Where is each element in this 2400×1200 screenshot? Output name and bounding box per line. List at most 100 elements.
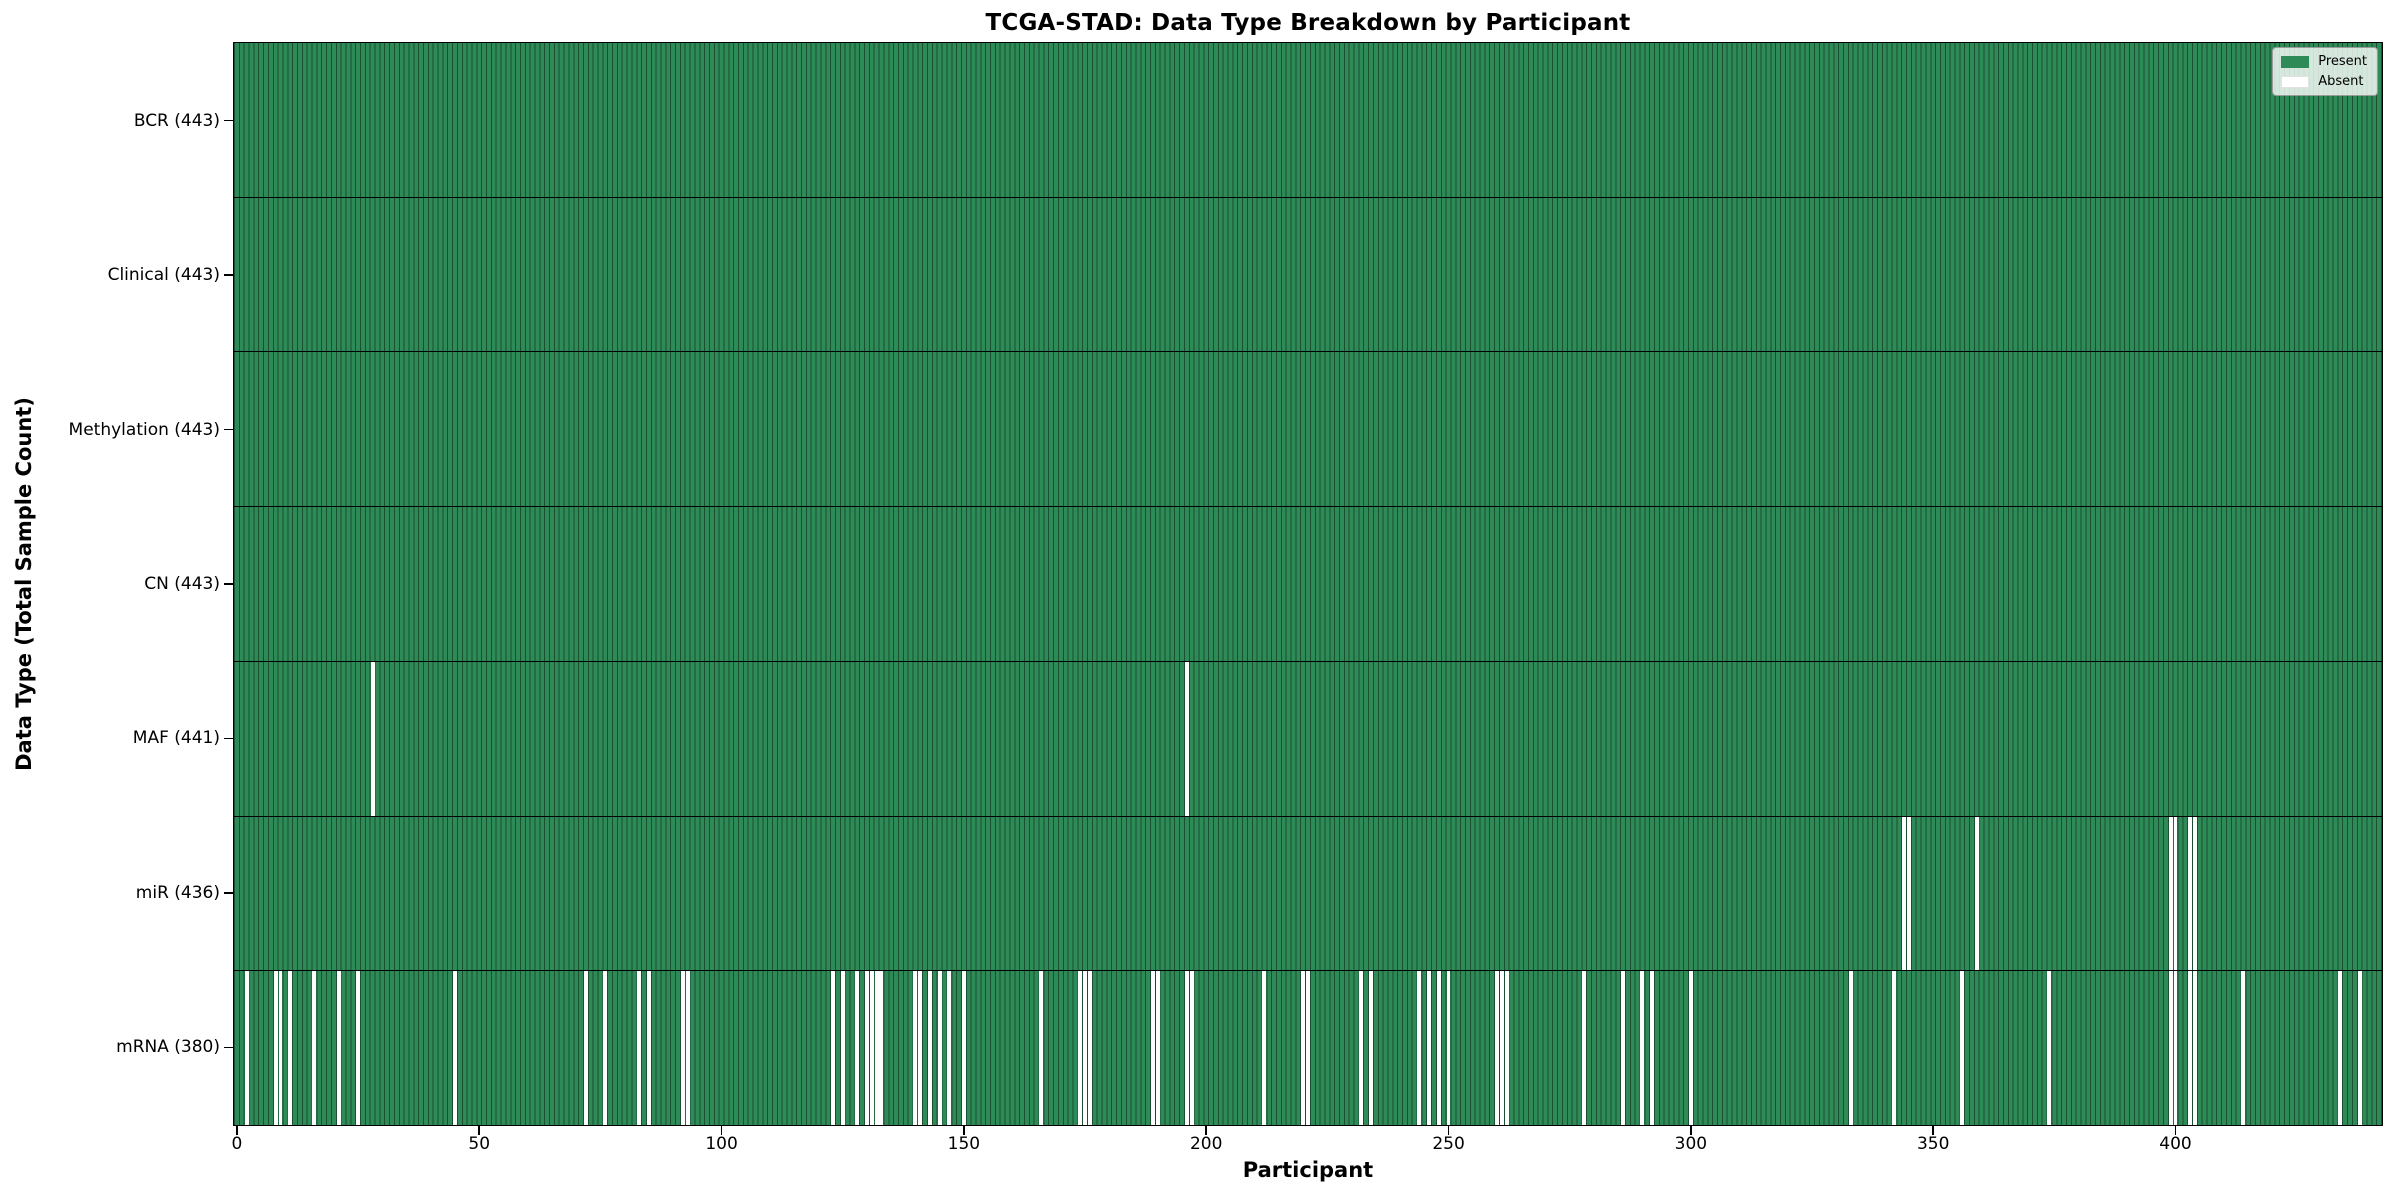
absent-gap-mrna-246: [1427, 971, 1432, 1126]
y-tick-label-bcr: BCR (443): [133, 110, 220, 131]
absent-gap-mrna-414: [2241, 971, 2246, 1126]
absent-gap-mir-404: [2192, 816, 2197, 971]
legend-item-present: Present: [2281, 54, 2367, 69]
y-tick-mark-mrna: [224, 1046, 233, 1049]
x-tick-mark-350: [1932, 1126, 1934, 1135]
absent-gap-mrna-220: [1301, 971, 1306, 1126]
y-tick-mark-cn: [224, 583, 233, 585]
absent-gap-mrna-131: [869, 971, 874, 1126]
absent-gap-maf-28: [370, 661, 375, 816]
absent-gap-mrna-8: [273, 971, 278, 1126]
y-tick-mark-clinical: [224, 274, 233, 276]
absent-gap-mrna-438: [2357, 971, 2362, 1126]
absent-gap-mrna-400: [2173, 971, 2178, 1126]
x-tick-mark-300: [1690, 1126, 1692, 1135]
row-band-maf: [234, 661, 2382, 817]
y-tick-label-maf: MAF (441): [132, 728, 220, 749]
y-tick-label-mrna: mRNA (380): [116, 1037, 220, 1058]
legend-swatch-present-icon: [2281, 55, 2310, 68]
absent-gap-mrna-290: [1640, 971, 1645, 1126]
absent-gap-mrna-150: [961, 971, 966, 1126]
absent-gap-maf-196: [1184, 661, 1189, 816]
absent-gap-mir-359: [1974, 816, 1979, 971]
absent-gap-mrna-128: [855, 971, 860, 1126]
x-tick-mark-250: [1447, 1126, 1450, 1135]
row-band-clinical: [234, 197, 2382, 353]
absent-gap-mrna-356: [1960, 971, 1965, 1126]
absent-gap-mrna-262: [1504, 971, 1509, 1126]
absent-gap-mrna-16: [312, 971, 317, 1126]
absent-gap-mrna-72: [583, 971, 588, 1126]
legend-label-present: Present: [2318, 54, 2367, 69]
absent-gap-mrna-190: [1155, 971, 1160, 1126]
absent-gap-mrna-342: [1892, 971, 1897, 1126]
absent-gap-mrna-147: [947, 971, 952, 1126]
absent-gap-mrna-333: [1848, 971, 1853, 1126]
absent-gap-mrna-141: [918, 971, 923, 1126]
y-tick-mark-mir: [224, 892, 233, 894]
row-band-methylation: [234, 352, 2382, 508]
x-tick-mark-0: [236, 1126, 238, 1135]
absent-gap-mrna-145: [937, 971, 942, 1126]
x-tick-mark-150: [963, 1126, 965, 1135]
absent-gap-mrna-123: [831, 971, 835, 1126]
absent-gap-mir-400: [2173, 816, 2178, 971]
absent-gap-mrna-133: [879, 971, 884, 1126]
y-tick-label-methylation: Methylation (443): [68, 419, 220, 440]
absent-gap-mrna-197: [1189, 971, 1194, 1126]
absent-gap-mrna-132: [874, 971, 879, 1126]
absent-gap-mrna-232: [1359, 971, 1364, 1126]
absent-gap-mrna-250: [1446, 971, 1451, 1126]
x-tick-label-400: 400: [2159, 1134, 2192, 1154]
absent-gap-mrna-234: [1368, 971, 1373, 1126]
y-tick-label-clinical: Clinical (443): [107, 265, 220, 286]
absent-gap-mrna-143: [927, 971, 932, 1126]
x-tick-mark-200: [1205, 1126, 1207, 1135]
x-tick-label-250: 250: [1432, 1134, 1465, 1154]
absent-gap-mrna-399: [2168, 971, 2173, 1126]
absent-gap-mrna-286: [1620, 971, 1625, 1126]
y-tick-label-mir: miR (436): [135, 882, 220, 903]
absent-gap-mrna-174: [1078, 971, 1083, 1126]
absent-gap-mir-399: [2168, 816, 2173, 971]
x-tick-label-100: 100: [705, 1134, 738, 1154]
x-tick-label-300: 300: [1674, 1134, 1708, 1154]
plot-area: Present Absent: [233, 42, 2383, 1126]
x-tick-label-350: 350: [1916, 1134, 1950, 1154]
x-tick-mark-400: [2174, 1126, 2177, 1135]
legend-label-absent: Absent: [2318, 74, 2364, 89]
absent-gap-mrna-300: [1688, 971, 1693, 1126]
absent-gap-mrna-404: [2192, 971, 2197, 1126]
row-band-cn: [234, 507, 2382, 662]
y-tick-mark-methylation: [224, 428, 233, 431]
x-tick-mark-50: [478, 1126, 480, 1135]
y-tick-mark-maf: [224, 737, 233, 740]
absent-gap-mrna-11: [288, 971, 293, 1126]
absent-gap-mrna-278: [1582, 971, 1587, 1126]
legend-swatch-absent-icon: [2281, 75, 2310, 88]
absent-gap-mrna-45: [452, 971, 457, 1126]
absent-gap-mrna-260: [1494, 971, 1499, 1126]
absent-gap-mrna-196: [1184, 971, 1189, 1126]
absent-gap-mrna-92: [680, 971, 685, 1126]
y-tick-label-cn: CN (443): [144, 574, 220, 594]
absent-gap-mrna-166: [1039, 971, 1044, 1126]
x-axis-title: Participant: [1242, 1158, 1374, 1182]
row-band-mir: [234, 816, 2382, 972]
chart-title: TCGA-STAD: Data Type Breakdown by Partic…: [985, 10, 1631, 36]
x-tick-label-50: 50: [468, 1134, 491, 1154]
absent-gap-mrna-25: [356, 971, 360, 1126]
absent-gap-mrna-292: [1650, 971, 1655, 1126]
absent-gap-mrna-140: [913, 971, 918, 1126]
absent-gap-mrna-125: [840, 971, 845, 1126]
absent-gap-mrna-85: [646, 971, 651, 1126]
absent-gap-mrna-9: [278, 971, 283, 1126]
absent-gap-mir-403: [2188, 816, 2192, 971]
row-band-bcr: [234, 43, 2382, 198]
absent-gap-mrna-212: [1262, 971, 1267, 1126]
x-tick-mark-100: [720, 1126, 723, 1135]
y-tick-mark-bcr: [224, 119, 233, 122]
legend: Present Absent: [2272, 47, 2378, 96]
